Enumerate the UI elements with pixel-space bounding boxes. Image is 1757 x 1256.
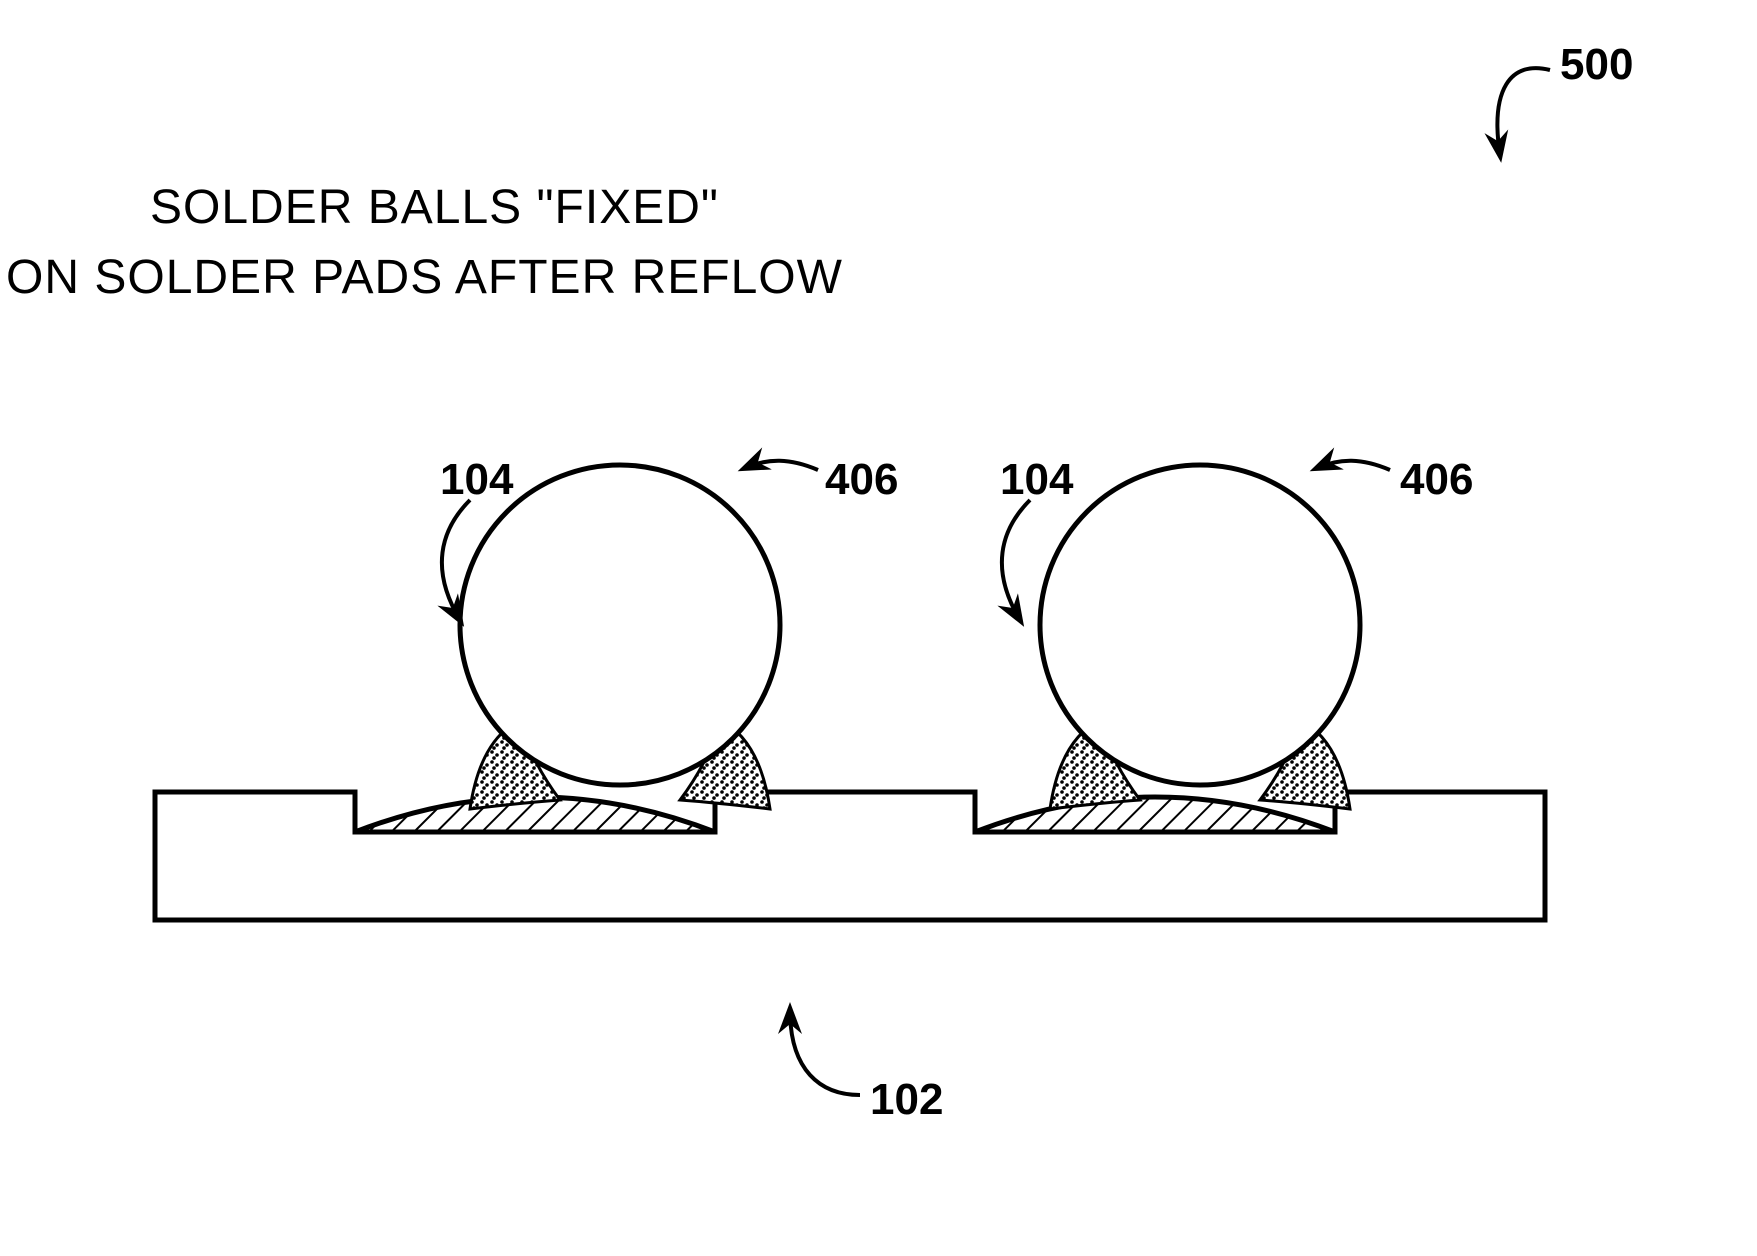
ref-label-104-right: 104: [1000, 455, 1073, 505]
arrow-500: [1497, 68, 1550, 155]
substrate-outline: [155, 792, 1545, 920]
solder-ball-right: [1040, 465, 1360, 785]
solder-ball-left: [460, 465, 780, 785]
title-line-1: SOLDER BALLS "FIXED": [150, 180, 719, 235]
ref-label-104-left: 104: [440, 455, 513, 505]
ref-label-406-right: 406: [1400, 455, 1473, 505]
ref-label-406-left: 406: [825, 455, 898, 505]
arrow-102: [790, 1010, 860, 1095]
ref-label-102: 102: [870, 1075, 943, 1125]
arrow-104-right: [1002, 500, 1030, 620]
arrow-406-left: [745, 461, 818, 470]
ref-label-500: 500: [1560, 40, 1633, 90]
figure-stage: SOLDER BALLS "FIXED" ON SOLDER PADS AFTE…: [0, 0, 1757, 1256]
title-line-2: ON SOLDER PADS AFTER REFLOW: [6, 250, 843, 305]
arrow-406-right: [1317, 461, 1390, 470]
